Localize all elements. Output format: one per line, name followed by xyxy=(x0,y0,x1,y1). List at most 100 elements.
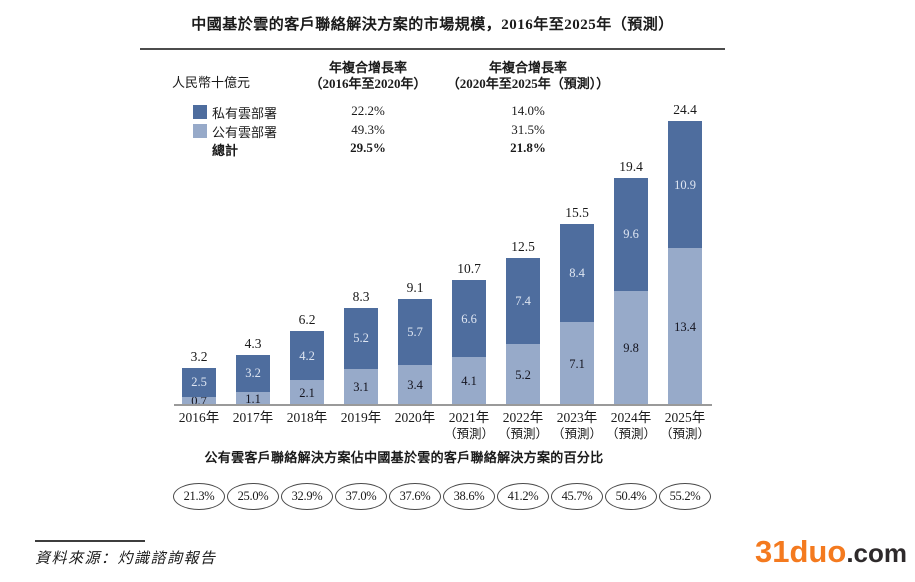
bar-value-label-private: 5.2 xyxy=(353,331,369,346)
watermark-suffix: .com xyxy=(846,538,907,568)
legend-swatch-public-cloud-icon xyxy=(193,123,207,138)
cagr-header-2016-2020: 年複合增長率 （2016年至2020年） xyxy=(268,60,468,92)
bar-segment-private: 2.5 xyxy=(182,367,216,397)
bar-total-label: 3.2 xyxy=(190,348,208,364)
x-axis-label: 2017年 xyxy=(216,410,290,426)
cagr-header-1-line2: （2016年至2020年） xyxy=(309,76,427,91)
bar-segment-public: 4.1 xyxy=(452,357,486,405)
x-axis-label-year: 2020年 xyxy=(394,410,436,425)
source-divider xyxy=(35,540,145,542)
share-ellipse: 37.0% xyxy=(335,483,387,510)
bar-segment-private: 9.6 xyxy=(614,178,648,291)
bar-value-label-public: 3.1 xyxy=(353,379,369,394)
bar-value-label-private: 8.4 xyxy=(569,266,585,280)
cagr-value-2016-2020: 49.3% xyxy=(351,121,385,137)
x-axis-label-note: （預測） xyxy=(605,427,656,441)
bar-value-label-private: 7.4 xyxy=(515,294,531,309)
bar-total-label: 19.4 xyxy=(619,159,643,175)
cagr-header-1-line1: 年複合增長率 xyxy=(328,60,407,75)
share-ellipse: 38.6% xyxy=(443,483,495,510)
bar-value-label-public: 4.1 xyxy=(461,374,477,389)
bar-value-label-private: 3.2 xyxy=(245,366,261,381)
x-axis-label-year: 2025年 xyxy=(664,410,706,425)
x-axis-label-year: 2024年 xyxy=(610,410,652,425)
bar-value-label-private: 10.9 xyxy=(674,177,696,192)
x-axis-label-year: 2017年 xyxy=(232,410,274,425)
share-ellipse: 50.4% xyxy=(605,483,657,510)
legend-swatch-private-cloud-icon xyxy=(193,105,207,119)
x-axis-label: 2022年 （預測） xyxy=(486,410,560,442)
bar-segment-private: 7.4 xyxy=(506,257,540,345)
share-ellipse: 25.0% xyxy=(227,483,279,510)
x-axis-label: 2020年 xyxy=(378,410,452,426)
bar-segment-private: 8.4 xyxy=(560,223,594,323)
bar-segment-public: 3.1 xyxy=(344,368,378,405)
x-axis-label-year: 2023年 xyxy=(556,410,598,425)
bar-segment-private: 4.2 xyxy=(290,331,324,381)
bar-segment-public: 5.2 xyxy=(506,344,540,405)
bar-value-label-public: 2.1 xyxy=(299,385,315,400)
bar-value-label-public: 13.4 xyxy=(674,319,696,334)
x-axis-label: 2021年 （預測） xyxy=(432,410,506,442)
title-divider xyxy=(140,48,725,50)
bar-total-label: 9.1 xyxy=(406,279,424,295)
cagr-header-2-line1: 年複合增長率 xyxy=(488,60,567,75)
legend-label: 總計 xyxy=(212,143,239,158)
legend-label: 公有雲部署 xyxy=(212,124,278,140)
source-note: 資料來源：灼識諮詢報告 xyxy=(35,551,217,567)
share-ellipse: 21.3% xyxy=(173,483,225,510)
legend-label: 私有雲部署 xyxy=(212,106,278,121)
bar-segment-public: 13.4 xyxy=(668,248,702,405)
share-ellipse: 41.2% xyxy=(497,483,549,510)
x-axis-label: 2023年 （預測） xyxy=(540,410,614,442)
cagr-value-2016-2020: 29.5% xyxy=(350,140,386,155)
x-axis-label-note: （預測） xyxy=(443,427,494,441)
bar-total-label: 6.2 xyxy=(298,312,316,328)
x-axis-label: 2024年 （預測） xyxy=(594,410,668,442)
chart-title: 中國基於雲的客戶聯絡解決方案的市場規模，2016年至2025年（預測） xyxy=(191,17,674,33)
share-ellipse: 32.9% xyxy=(281,483,333,510)
bar-total-label: 4.3 xyxy=(244,335,262,351)
x-axis-label-year: 2018年 xyxy=(286,410,328,425)
watermark-31duo: 31duo.com xyxy=(755,534,907,570)
x-axis-label-note: （預測） xyxy=(659,427,710,441)
bar-segment-private: 5.7 xyxy=(398,298,432,366)
watermark-brand: 31duo xyxy=(755,534,847,569)
bar-value-label-private: 9.6 xyxy=(623,227,639,242)
bar-value-label-private: 6.6 xyxy=(461,311,477,326)
x-axis-label: 2019年 xyxy=(324,410,398,426)
x-axis-label-note: （預測） xyxy=(551,427,602,441)
cagr-value-2020-2025: 31.5% xyxy=(511,121,545,137)
unit-label: 人民幣十億元 xyxy=(172,75,251,90)
bar-value-label-public: 9.8 xyxy=(623,340,639,355)
bar-total-label: 8.3 xyxy=(352,289,370,305)
x-axis-label-year: 2022年 xyxy=(502,410,544,425)
x-axis-label: 2018年 xyxy=(270,410,344,426)
cagr-value-2020-2025: 14.0% xyxy=(511,103,545,118)
x-axis-label-year: 2019年 xyxy=(340,410,382,425)
bar-total-label: 12.5 xyxy=(511,238,535,254)
x-axis-label: 2025年 （預測） xyxy=(648,410,722,442)
bar-value-label-private: 5.7 xyxy=(407,324,423,339)
bar-total-label: 15.5 xyxy=(565,204,589,220)
bar-segment-public: 1.1 xyxy=(236,392,270,405)
bar-segment-private: 10.9 xyxy=(668,121,702,249)
cagr-value-2016-2020: 22.2% xyxy=(351,103,385,118)
bar-value-label-public: 7.1 xyxy=(569,356,585,371)
bar-value-label-public: 1.1 xyxy=(245,391,261,406)
bar-total-label: 10.7 xyxy=(457,261,481,277)
bar-value-label-private: 4.2 xyxy=(299,348,315,363)
bar-segment-private: 3.2 xyxy=(236,354,270,393)
x-axis-line xyxy=(174,404,712,406)
share-ellipse: 55.2% xyxy=(659,483,711,510)
bar-segment-public: 2.1 xyxy=(290,380,324,405)
bar-segment-public: 7.1 xyxy=(560,322,594,405)
bar-total-label: 24.4 xyxy=(673,102,697,118)
bar-segment-public: 3.4 xyxy=(398,365,432,405)
bar-value-label-private: 2.5 xyxy=(191,375,207,390)
share-caption: 公有雲客戶聯絡解決方案佔中國基於雲的客戶聯絡解決方案的百分比 xyxy=(204,450,604,465)
cagr-header-2020-2025: 年複合增長率 （2020年至2025年（預測）） xyxy=(418,60,638,92)
cagr-value-2020-2025: 21.8% xyxy=(510,140,546,155)
share-ellipse: 45.7% xyxy=(551,483,603,510)
